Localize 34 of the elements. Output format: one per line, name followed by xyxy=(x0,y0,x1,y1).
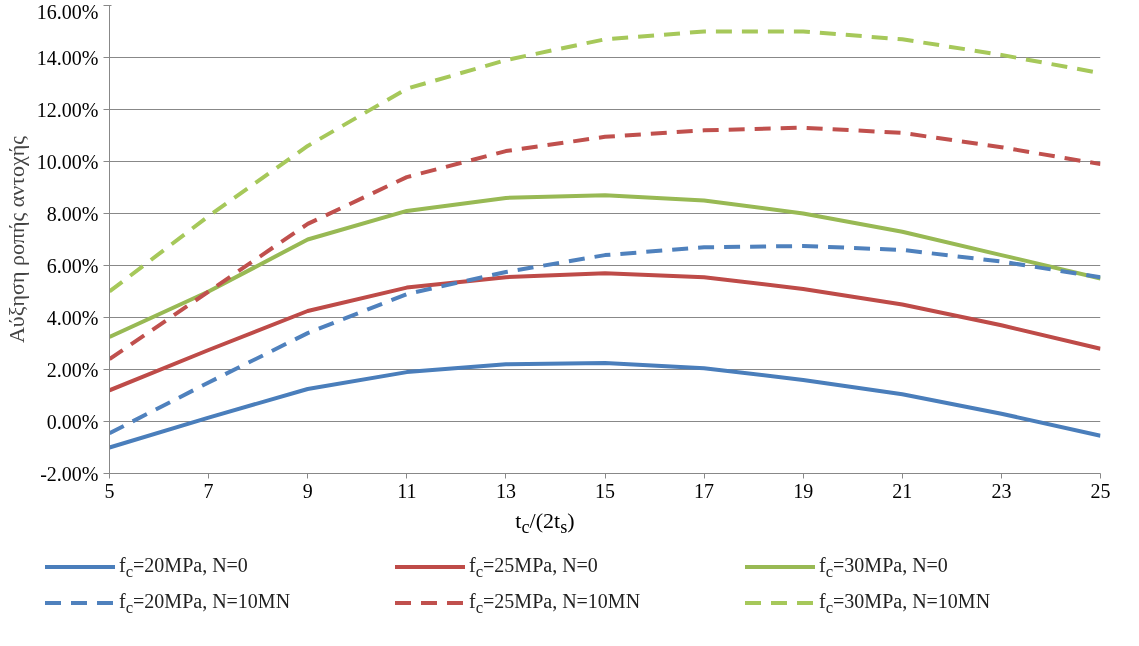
y-tick-label: 0.00% xyxy=(46,410,99,433)
x-tick-label: 7 xyxy=(203,479,214,502)
y-tick-label: 8.00% xyxy=(46,202,99,225)
x-tick-label: 13 xyxy=(495,479,516,502)
x-tick-label: 9 xyxy=(302,479,313,502)
y-tick-label: 10.00% xyxy=(36,150,99,173)
y-tick-label: 6.00% xyxy=(46,254,99,277)
legend-label: f$_{c}$=30MPa, N=10MN xyxy=(819,588,991,619)
line-series xyxy=(109,125,1101,362)
x-tick-label: 15 xyxy=(595,479,615,502)
legend-label: f$_{c}$=20MPa, N=0 xyxy=(119,552,248,583)
x-tick-label: 21 xyxy=(892,479,913,502)
y-tick-label: -2.00% xyxy=(40,462,99,485)
x-tick-label: 5 xyxy=(104,479,115,502)
y-axis-title: Αύξηση ροπής αντοχής xyxy=(3,135,29,344)
line-series xyxy=(109,271,1101,393)
line-series xyxy=(109,361,1101,450)
x-axis-title: t$_{c}$/(2t$_{s}$) xyxy=(514,507,576,540)
x-tick-label: 23 xyxy=(991,479,1012,502)
legend-label: f$_{c}$=25MPa, N=10MN xyxy=(469,588,641,619)
line-series xyxy=(109,193,1101,339)
legend-label: f$_{c}$=20MPa, N=10MN xyxy=(119,588,291,619)
legend-label: f$_{c}$=30MPa, N=0 xyxy=(819,552,948,583)
line-series xyxy=(109,244,1101,436)
y-tick-label: 12.00% xyxy=(36,98,99,121)
x-tick-label: 19 xyxy=(793,479,814,502)
y-tick-label: 16.00% xyxy=(36,0,99,23)
x-tick-label: 11 xyxy=(397,479,417,502)
legend-label: f$_{c}$=25MPa, N=0 xyxy=(469,552,598,583)
y-tick-label: 4.00% xyxy=(46,306,99,329)
y-tick-label: 14.00% xyxy=(36,46,99,69)
y-tick-label: 2.00% xyxy=(46,358,99,381)
x-tick-label: 17 xyxy=(694,479,715,502)
x-tick-label: 25 xyxy=(1090,479,1111,502)
